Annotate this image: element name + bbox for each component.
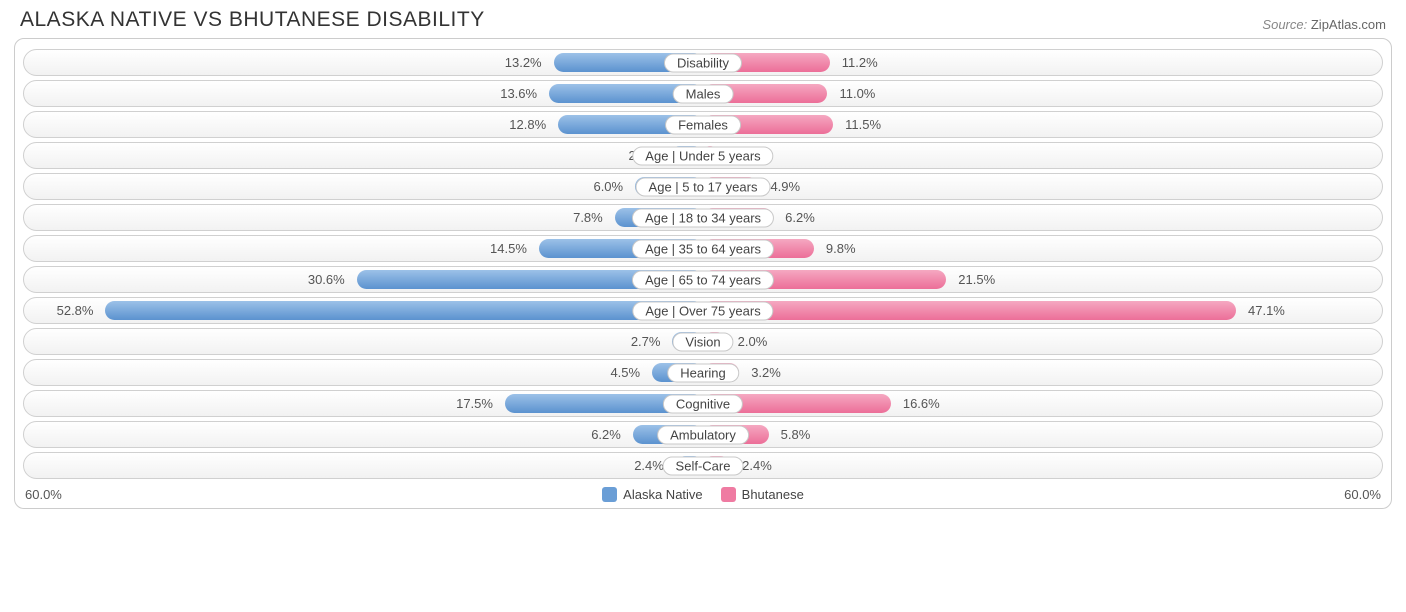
row-left-half: 6.2% (24, 422, 703, 447)
row-right-half: 5.8% (703, 422, 1382, 447)
row-left-half: 4.5% (24, 360, 703, 385)
value-right: 11.0% (833, 81, 875, 106)
chart-rows: 13.2% 11.2% Disability 13.6% 11.0% Males 12.8%… (23, 49, 1383, 479)
value-left: 13.6% (500, 81, 543, 106)
category-pill: Disability (664, 53, 742, 72)
chart-row: 30.6% 21.5% Age | 65 to 74 years (23, 266, 1383, 293)
value-right: 2.0% (732, 329, 768, 354)
row-left-half: 14.5% (24, 236, 703, 261)
category-pill: Age | 5 to 17 years (636, 177, 771, 196)
row-left-half: 13.6% (24, 81, 703, 106)
value-right: 9.8% (820, 236, 856, 261)
axis-max-right: 60.0% (1344, 487, 1381, 502)
chart-area: 13.2% 11.2% Disability 13.6% 11.0% Males 12.8%… (14, 38, 1392, 509)
category-pill: Age | 35 to 64 years (632, 239, 774, 258)
chart-row: 6.0% 4.9%Age | 5 to 17 years (23, 173, 1383, 200)
row-right-half: 4.9% (703, 174, 1382, 199)
chart-container: ALASKA NATIVE VS BHUTANESE DISABILITY So… (0, 0, 1406, 612)
row-left-half: 30.6% (24, 267, 703, 292)
chart-row: 17.5% 16.6% Cognitive (23, 390, 1383, 417)
row-right-half: 47.1% (703, 298, 1382, 323)
value-right: 5.8% (775, 422, 811, 447)
row-right-half: 11.5% (703, 112, 1382, 137)
row-left-half: 2.4% (24, 453, 703, 478)
chart-title: ALASKA NATIVE VS BHUTANESE DISABILITY (20, 8, 485, 32)
row-right-half: 2.4% (703, 453, 1382, 478)
chart-row: 2.7% 2.0%Vision (23, 328, 1383, 355)
chart-row: 7.8% 6.2% Age | 18 to 34 years (23, 204, 1383, 231)
row-left-half: 2.7% (24, 329, 703, 354)
legend-label-left: Alaska Native (623, 487, 702, 502)
category-pill: Age | Under 5 years (632, 146, 773, 165)
legend-swatch-left (602, 487, 617, 502)
row-right-half: 21.5% (703, 267, 1382, 292)
value-right: 11.5% (839, 112, 881, 137)
row-left-half: 17.5% (24, 391, 703, 416)
value-right: 11.2% (836, 50, 878, 75)
value-left: 4.5% (610, 360, 646, 385)
category-pill: Age | 18 to 34 years (632, 208, 774, 227)
row-right-half: 2.0% (703, 329, 1382, 354)
value-left: 7.8% (573, 205, 609, 230)
value-right: 3.2% (745, 360, 781, 385)
legend-swatch-right (721, 487, 736, 502)
row-right-half: 3.2% (703, 360, 1382, 385)
value-left: 17.5% (456, 391, 499, 416)
chart-row: 52.8% 47.1% Age | Over 75 years (23, 297, 1383, 324)
category-pill: Males (673, 84, 734, 103)
row-right-half: 11.0% (703, 81, 1382, 106)
value-left: 12.8% (509, 112, 552, 137)
value-right: 21.5% (952, 267, 995, 292)
value-left: 6.2% (591, 422, 627, 447)
row-left-half: 52.8% (24, 298, 703, 323)
row-right-half: 1.2% (703, 143, 1382, 168)
row-right-half: 16.6% (703, 391, 1382, 416)
value-right: 6.2% (779, 205, 815, 230)
bar-left (105, 301, 703, 320)
row-left-half: 6.0% (24, 174, 703, 199)
value-left: 30.6% (308, 267, 351, 292)
chart-footer: 60.0% Alaska Native Bhutanese 60.0% (23, 483, 1383, 504)
value-left: 2.7% (631, 329, 667, 354)
chart-row: 13.2% 11.2% Disability (23, 49, 1383, 76)
axis-max-left: 60.0% (25, 487, 62, 502)
category-pill: Age | 65 to 74 years (632, 270, 774, 289)
chart-row: 2.4%2.4%Self-Care (23, 452, 1383, 479)
category-pill: Ambulatory (657, 425, 749, 444)
row-right-half: 9.8% (703, 236, 1382, 261)
category-pill: Age | Over 75 years (632, 301, 773, 320)
value-left: 14.5% (490, 236, 533, 261)
chart-row: 13.6% 11.0% Males (23, 80, 1383, 107)
value-left: 6.0% (593, 174, 629, 199)
chart-source: Source: ZipAtlas.com (1262, 17, 1386, 32)
value-left: 13.2% (505, 50, 548, 75)
chart-row: 14.5% 9.8% Age | 35 to 64 years (23, 235, 1383, 262)
legend-item-right: Bhutanese (721, 487, 804, 502)
source-label: Source: (1262, 17, 1307, 32)
category-pill: Females (665, 115, 741, 134)
chart-legend: Alaska Native Bhutanese (602, 487, 804, 502)
source-value: ZipAtlas.com (1311, 17, 1386, 32)
value-right: 16.6% (897, 391, 940, 416)
category-pill: Self-Care (663, 456, 744, 475)
row-left-half: 2.9% (24, 143, 703, 168)
row-right-half: 6.2% (703, 205, 1382, 230)
legend-item-left: Alaska Native (602, 487, 702, 502)
chart-header: ALASKA NATIVE VS BHUTANESE DISABILITY So… (14, 8, 1392, 38)
legend-label-right: Bhutanese (742, 487, 804, 502)
chart-row: 12.8% 11.5% Females (23, 111, 1383, 138)
category-pill: Hearing (667, 363, 739, 382)
row-left-half: 12.8% (24, 112, 703, 137)
chart-row: 6.2% 5.8% Ambulatory (23, 421, 1383, 448)
row-right-half: 11.2% (703, 50, 1382, 75)
bar-right (703, 301, 1236, 320)
row-left-half: 7.8% (24, 205, 703, 230)
category-pill: Cognitive (663, 394, 743, 413)
value-right: 47.1% (1242, 298, 1285, 323)
value-left: 52.8% (57, 298, 100, 323)
chart-row: 4.5% 3.2% Hearing (23, 359, 1383, 386)
row-left-half: 13.2% (24, 50, 703, 75)
category-pill: Vision (672, 332, 733, 351)
chart-row: 2.9%1.2%Age | Under 5 years (23, 142, 1383, 169)
